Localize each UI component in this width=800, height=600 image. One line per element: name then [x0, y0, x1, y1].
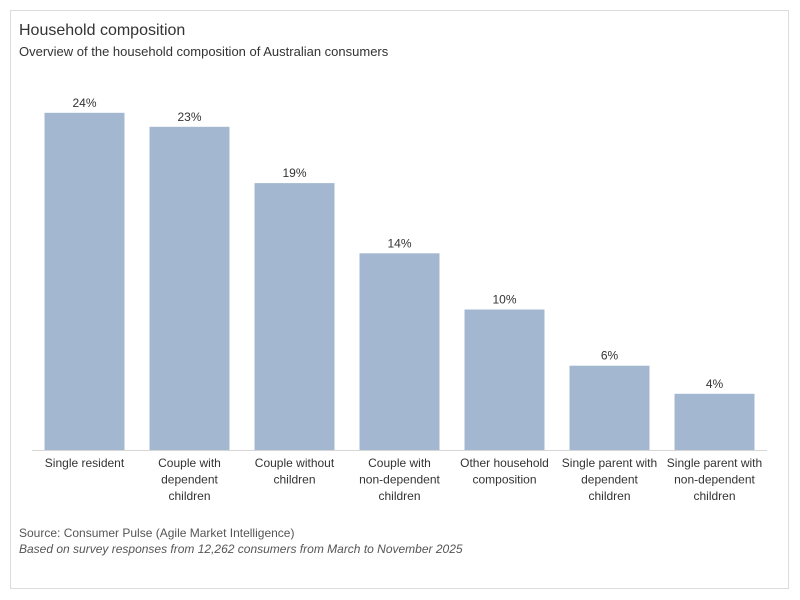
bar — [674, 393, 755, 450]
data-label: 6% — [601, 349, 619, 363]
bar — [464, 309, 545, 450]
category-label: Couple with non-dependent children — [359, 456, 440, 503]
category-label: Couple with dependent children — [158, 456, 221, 503]
chart-source: Source: Consumer Pulse (Agile Market Int… — [19, 526, 295, 540]
bar — [44, 112, 125, 451]
bar — [569, 365, 650, 450]
category-label: Single parent with dependent children — [562, 456, 657, 503]
data-label: 4% — [706, 377, 724, 391]
chart-title: Household composition — [19, 22, 186, 39]
data-label: 14% — [387, 236, 411, 250]
bar — [149, 126, 230, 451]
bar — [359, 253, 440, 450]
category-label: Couple without children — [255, 456, 335, 487]
chart-note: Based on survey responses from 12,262 co… — [19, 542, 463, 556]
data-label: 10% — [492, 293, 516, 307]
category-label: Single resident — [45, 456, 125, 470]
data-label: 19% — [282, 166, 306, 180]
bar — [254, 183, 335, 450]
category-label: Other household composition — [460, 456, 549, 487]
data-label: 24% — [72, 96, 96, 110]
category-label: Single parent with non-dependent children — [667, 456, 762, 503]
data-label: 23% — [177, 110, 201, 124]
chart-subtitle: Overview of the household composition of… — [19, 44, 389, 59]
